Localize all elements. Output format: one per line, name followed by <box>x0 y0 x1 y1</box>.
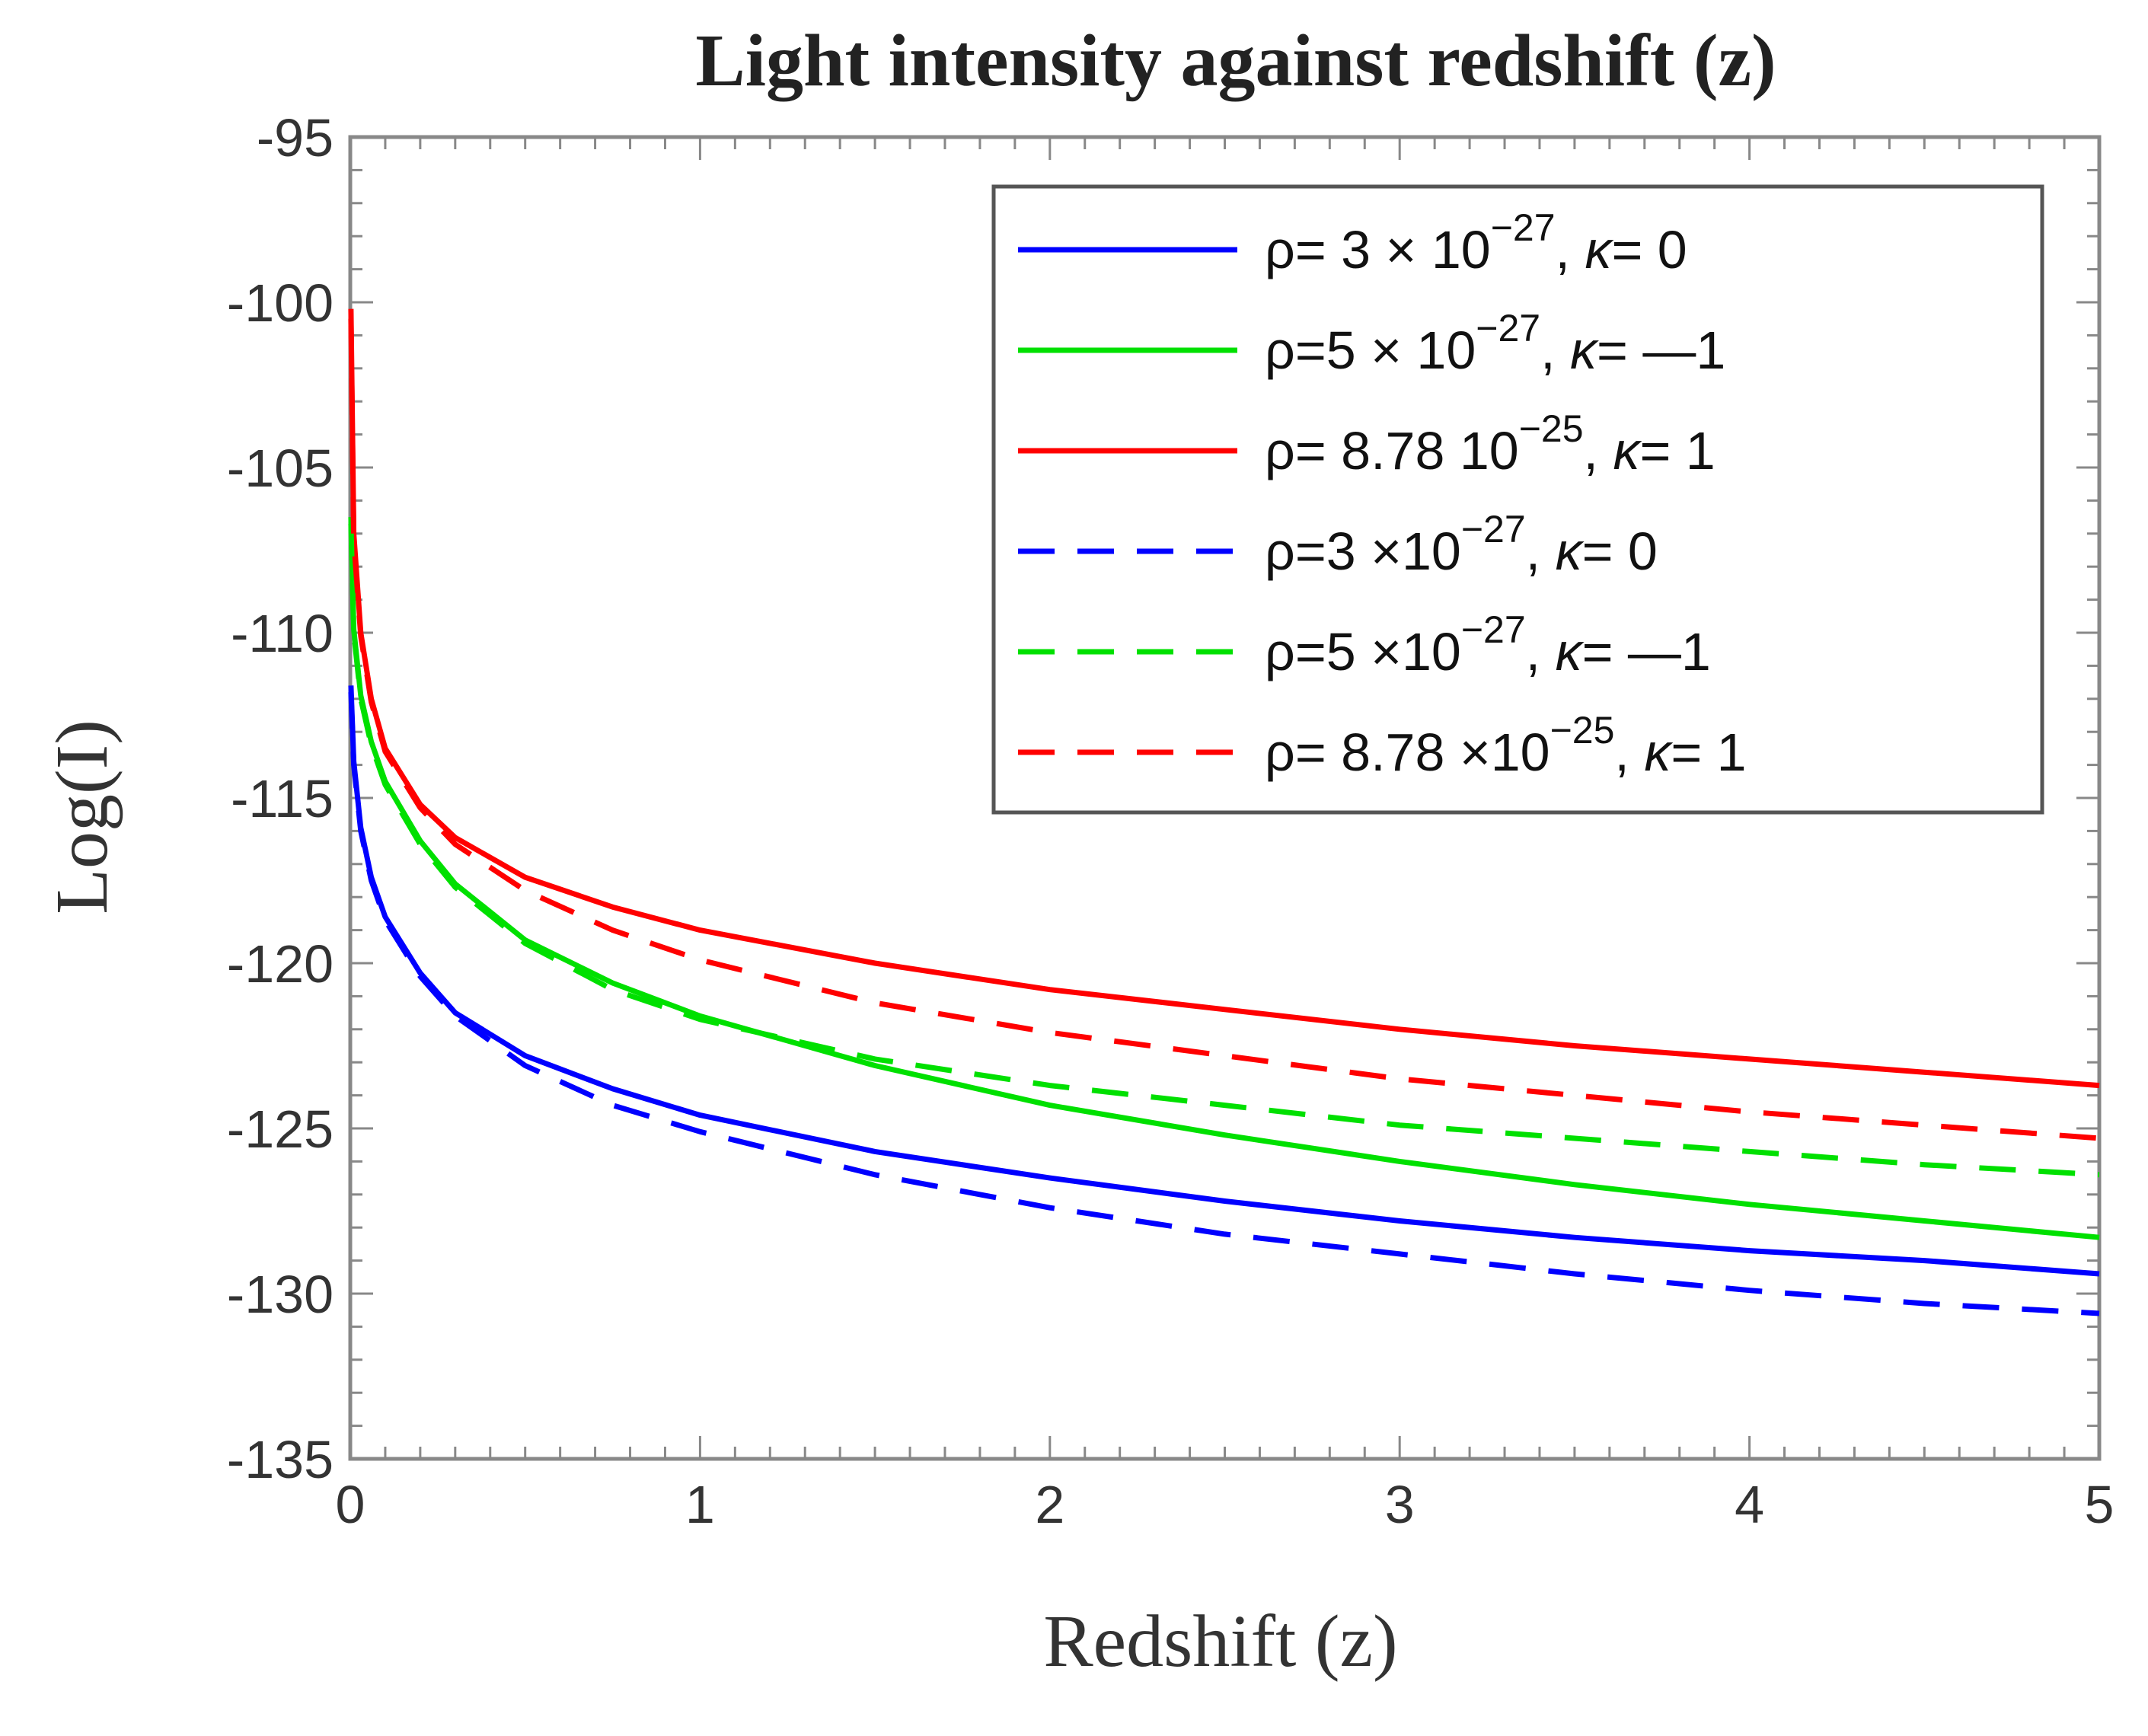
legend-label-post: , <box>1584 421 1613 480</box>
y-tick-label: -105 <box>227 439 334 498</box>
legend-entry-1: ρ= 3 × 10−27, κ= 0 <box>1265 206 1687 279</box>
legend-label-tail: = 0 <box>1611 220 1687 279</box>
legend-label-exp: −27 <box>1491 206 1556 249</box>
legend-box <box>991 184 2044 815</box>
y-axis-label: Log(I) <box>41 720 123 914</box>
x-tick-label: 3 <box>1385 1475 1415 1534</box>
series-line-5 <box>348 523 2100 1178</box>
plot-area: 0 1 2 3 4 5 -95 -100 -105 -110 -115 -120 -125 -130 -13… <box>227 108 2114 1534</box>
legend-label-tail: = 0 <box>1582 522 1658 581</box>
series-line-6 <box>348 318 2100 1141</box>
chart-title: Light intensity against redshift (z) <box>695 20 1776 102</box>
legend-label-pre: ρ= 8.78 ×10 <box>1265 723 1550 782</box>
legend-label-pre: ρ=5 × 10 <box>1265 321 1476 380</box>
legend-label-sym: κ <box>1556 522 1585 581</box>
legend-label-post: , <box>1526 622 1556 681</box>
legend-label-post: , <box>1540 321 1570 380</box>
x-tick-label: 1 <box>685 1475 715 1534</box>
legend-entry-5: ρ=5 ×10−27, κ= —1 <box>1265 608 1711 681</box>
legend-label-tail: = —1 <box>1597 321 1725 380</box>
y-tick-label: -135 <box>227 1430 334 1489</box>
legend-label-exp: −25 <box>1550 709 1615 752</box>
legend-label-post: , <box>1556 220 1585 279</box>
legend-label-exp: −27 <box>1476 307 1540 349</box>
legend-entry-6: ρ= 8.78 ×10−25, κ= 1 <box>1265 709 1747 782</box>
legend-label-sym: κ <box>1613 421 1642 480</box>
y-tick-label: -100 <box>227 273 334 333</box>
y-tick-label: -120 <box>227 934 334 994</box>
legend-entry-2: ρ=5 × 10−27, κ= —1 <box>1265 307 1725 380</box>
y-tick-label: -115 <box>231 769 334 828</box>
legend-label-pre: ρ= 3 × 10 <box>1265 220 1491 279</box>
legend-label-post: , <box>1526 522 1556 581</box>
legend-label-sym: κ <box>1556 622 1585 681</box>
y-tick-label: -130 <box>227 1265 334 1324</box>
legend-label-sym: κ <box>1644 723 1673 782</box>
y-tick-label: -110 <box>231 604 334 663</box>
x-tick-label: 0 <box>336 1475 365 1534</box>
legend-label-tail: = 1 <box>1639 421 1715 480</box>
legend-label-exp: −25 <box>1519 407 1584 450</box>
y-tick-label: -125 <box>227 1099 334 1159</box>
legend-label-post: , <box>1614 723 1644 782</box>
legend-label-exp: −27 <box>1461 508 1526 550</box>
x-tick-label: 4 <box>1735 1475 1764 1534</box>
legend-label-sym: κ <box>1570 321 1599 380</box>
y-tick-label: -95 <box>257 108 334 168</box>
legend-label-pre: ρ=5 ×10 <box>1265 622 1461 681</box>
legend-label-tail: = 1 <box>1671 723 1746 782</box>
x-tick-label: 5 <box>2085 1475 2114 1534</box>
legend-label-pre: ρ= 8.78 10 <box>1265 421 1519 480</box>
series-line-4 <box>348 691 2100 1316</box>
legend-entry-3: ρ= 8.78 10−25, κ= 1 <box>1265 407 1716 480</box>
legend-label-pre: ρ=3 ×10 <box>1265 522 1461 581</box>
legend-entry-4: ρ=3 ×10−27, κ= 0 <box>1265 508 1658 581</box>
x-tick-label: 2 <box>1035 1475 1064 1534</box>
x-axis-label: Redshift (z) <box>1043 1600 1397 1683</box>
legend-label-tail: = —1 <box>1582 622 1711 681</box>
legend-label-exp: −27 <box>1461 608 1526 651</box>
legend-label-sym: κ <box>1585 220 1613 279</box>
